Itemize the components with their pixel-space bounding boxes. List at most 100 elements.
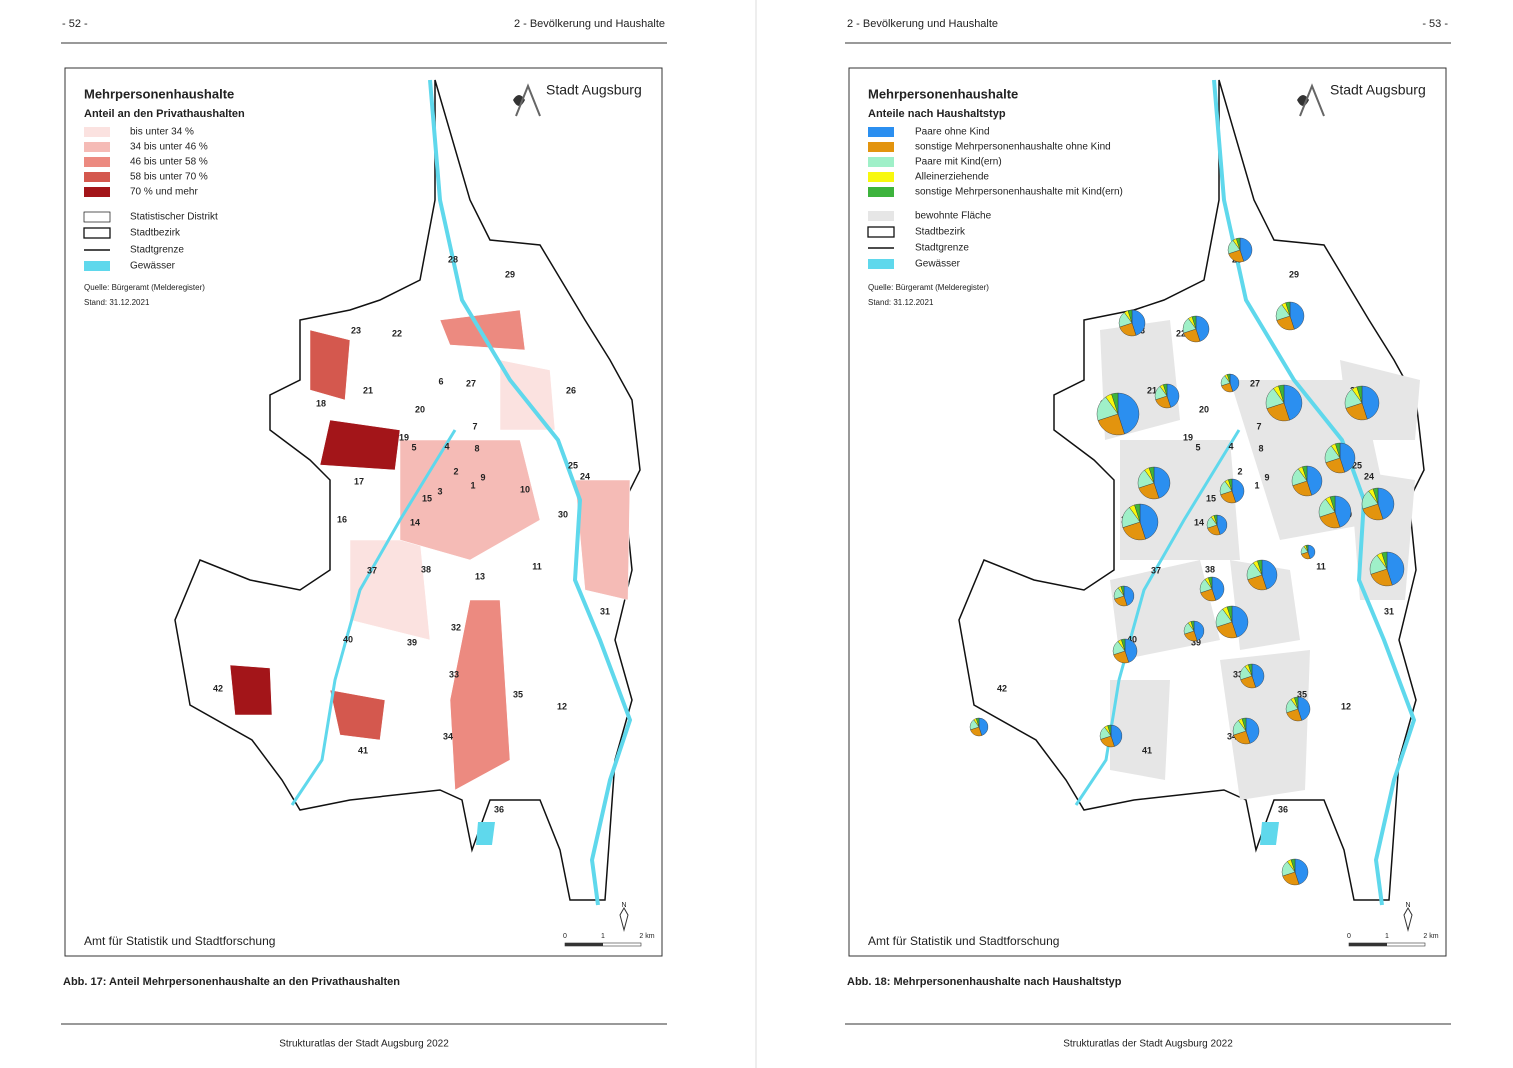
district-label: 37 bbox=[367, 565, 377, 575]
district-label: 18 bbox=[316, 398, 326, 408]
legend-swatch bbox=[868, 127, 894, 137]
figure-caption: Abb. 17: Anteil Mehrpersonenhaushalte an… bbox=[63, 976, 400, 988]
district-label: 35 bbox=[1297, 689, 1307, 699]
pie-slice bbox=[1248, 663, 1253, 677]
pie-slice bbox=[1097, 413, 1125, 436]
district-label: 36 bbox=[1278, 804, 1288, 814]
scale-label: 1 bbox=[601, 933, 605, 940]
district-label: 35 bbox=[513, 689, 523, 699]
pie-slice bbox=[1153, 466, 1171, 499]
pie-slice bbox=[1245, 717, 1260, 744]
north-arrow bbox=[1403, 906, 1413, 932]
district-label: 38 bbox=[1205, 564, 1215, 574]
pie-slice bbox=[1139, 503, 1159, 540]
scale-label: 2 km bbox=[1423, 933, 1438, 940]
river bbox=[290, 429, 457, 806]
pie-slice bbox=[1195, 315, 1210, 342]
figure-caption: Abb. 18: Mehrpersonenhaushalte nach Haus… bbox=[847, 976, 1122, 988]
district-label: 40 bbox=[343, 634, 353, 644]
district-label: 42 bbox=[213, 683, 223, 693]
district-label: 34 bbox=[443, 731, 453, 741]
district-label: 31 bbox=[1384, 606, 1394, 616]
chapter-title: 2 - Bevölkerung und Haushalte bbox=[847, 18, 998, 30]
pie-slice bbox=[1216, 514, 1228, 535]
choropleth-area bbox=[319, 419, 401, 471]
district-label: 12 bbox=[557, 701, 567, 711]
scale-label: 0 bbox=[1347, 933, 1351, 940]
scale-label: 2 km bbox=[639, 933, 654, 940]
choropleth-area bbox=[309, 329, 351, 401]
map-source: Quelle: Bürgeramt (Melderegister) bbox=[84, 283, 205, 292]
district-label: 10 bbox=[520, 484, 530, 494]
district-label: 9 bbox=[1264, 472, 1269, 482]
pie-slice bbox=[1107, 724, 1112, 737]
pie-slice bbox=[1121, 638, 1126, 652]
district-label: 7 bbox=[1256, 421, 1261, 431]
legend-label: Paare ohne Kind bbox=[915, 127, 990, 138]
legend-label: sonstige Mehrpersonenhaushalte ohne Kind bbox=[915, 142, 1111, 153]
map-subtitle: Anteil an den Privathaushalten bbox=[84, 108, 245, 120]
district-label: 40 bbox=[1127, 634, 1137, 644]
district-label: 15 bbox=[422, 493, 432, 503]
office-name: Amt für Statistik und Stadtforschung bbox=[868, 934, 1059, 948]
choropleth-area bbox=[329, 689, 386, 741]
district-label: 27 bbox=[466, 378, 476, 388]
district-label: 20 bbox=[1199, 404, 1209, 414]
pie-slice bbox=[1294, 696, 1299, 710]
pie-slice bbox=[1306, 465, 1323, 496]
pie-slice bbox=[1339, 442, 1356, 473]
district-label: 6 bbox=[438, 376, 443, 386]
district-label: 1 bbox=[470, 480, 475, 490]
pie-slice bbox=[1283, 384, 1303, 421]
pie-slice bbox=[1297, 696, 1311, 721]
legend-label: bewohnte Fläche bbox=[915, 211, 992, 222]
district-label: 33 bbox=[449, 669, 459, 679]
chapter-title: 2 - Bevölkerung und Haushalte bbox=[514, 18, 665, 30]
map-date: Stand: 31.12.2021 bbox=[868, 298, 934, 307]
choropleth-area bbox=[399, 439, 541, 561]
page-number: - 53 - bbox=[1422, 18, 1448, 30]
legend-label: bis unter 34 % bbox=[130, 127, 194, 138]
district-label: 32 bbox=[451, 622, 461, 632]
legend-swatch bbox=[83, 227, 111, 239]
district-label: 41 bbox=[1142, 745, 1152, 755]
legend-label: sonstige Mehrpersonenhaushalte mit Kind(… bbox=[915, 187, 1123, 198]
legend-swatch bbox=[868, 187, 894, 197]
pie-slice bbox=[1241, 717, 1247, 732]
legend-swatch bbox=[84, 142, 110, 152]
pie-slice bbox=[1190, 620, 1195, 632]
pie-slice bbox=[1294, 858, 1309, 885]
pie-slice bbox=[1278, 384, 1285, 404]
pie-slice bbox=[1111, 392, 1119, 415]
district-label: 4 bbox=[444, 441, 449, 451]
district-label: 11 bbox=[1316, 561, 1326, 571]
choropleth-area bbox=[439, 309, 526, 351]
pie-slice bbox=[1131, 309, 1146, 336]
pie-slice bbox=[1226, 373, 1231, 384]
district-label: 8 bbox=[1258, 443, 1263, 453]
legend-label: Stadtbezirk bbox=[915, 227, 966, 238]
map-source: Quelle: Bürgeramt (Melderegister) bbox=[868, 283, 989, 292]
legend-label: Statistischer Distrikt bbox=[130, 212, 218, 223]
pie-slice bbox=[1231, 478, 1245, 503]
choropleth-area bbox=[449, 599, 511, 791]
scale-label: 1 bbox=[1385, 933, 1389, 940]
pie-slice bbox=[1134, 503, 1141, 523]
district-label: 2 bbox=[453, 466, 458, 476]
legend-label: Gewässer bbox=[915, 259, 961, 270]
pie-slice bbox=[1239, 237, 1253, 262]
legend-label: 34 bis unter 46 % bbox=[130, 142, 208, 153]
district-label: 33 bbox=[1233, 669, 1243, 679]
map-title: Mehrpersonenhaushalte bbox=[84, 86, 234, 101]
map-subtitle: Anteile nach Haushaltstyp bbox=[868, 108, 1006, 120]
pie-slice bbox=[1302, 465, 1308, 482]
pie-slice bbox=[1193, 620, 1205, 641]
district-label: 5 bbox=[1195, 442, 1200, 452]
pie-slice bbox=[1285, 301, 1291, 317]
legend-label: Stadtgrenze bbox=[915, 243, 969, 254]
legend-swatch bbox=[84, 172, 110, 182]
pie-slice bbox=[1127, 309, 1133, 324]
pie-slice bbox=[975, 717, 980, 728]
pie-slice bbox=[1236, 237, 1241, 251]
